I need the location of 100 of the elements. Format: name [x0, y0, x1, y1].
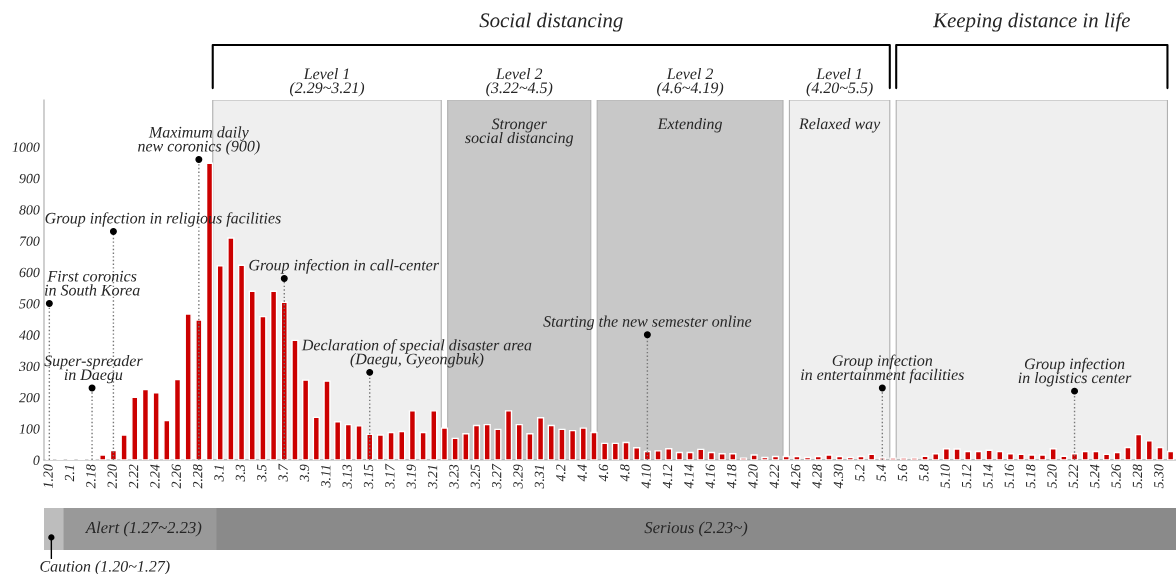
- annotation: Group infection in logistics center: [1018, 357, 1132, 387]
- bar: [1102, 453, 1111, 460]
- y-tick-label: 0: [33, 455, 40, 465]
- y-tick-label: 200: [19, 392, 40, 403]
- x-tick-label: 3.19: [406, 464, 416, 489]
- bar: [932, 453, 940, 460]
- bar: [665, 448, 673, 460]
- y-tick-label: 100: [19, 424, 40, 434]
- annotation: Super-spreader in Daegu: [44, 354, 143, 384]
- x-tick-label: 3.21: [427, 465, 438, 489]
- annotation: Stronger social distancing: [465, 118, 574, 147]
- band-label: Level 1 (2.29~3.21): [289, 67, 365, 97]
- bar: [996, 450, 1004, 460]
- band-label: Level 2 (3.22~4.5): [486, 67, 553, 97]
- x-tick-label: 3.31: [534, 465, 545, 489]
- x-tick-label: 3.3: [235, 464, 246, 482]
- bar: [259, 315, 267, 460]
- x-tick-label: 3.23: [449, 464, 459, 489]
- bar: [1060, 455, 1068, 460]
- x-tick-label: 3.29: [513, 464, 523, 489]
- bar: [526, 433, 534, 460]
- bar: [707, 451, 716, 460]
- bar: [771, 455, 780, 460]
- x-tick-label: 2.18: [86, 464, 96, 489]
- x-tick-label: 5.22: [1068, 464, 1079, 489]
- bar: [173, 378, 182, 460]
- x-tick-label: 4.2: [556, 464, 566, 482]
- x-tick-label: 4.22: [769, 464, 780, 489]
- bar: [729, 453, 737, 460]
- bar: [141, 388, 150, 460]
- bar: [718, 453, 726, 460]
- y-tick-label: 300: [18, 361, 40, 372]
- bar: [120, 434, 128, 460]
- bar: [515, 423, 523, 460]
- bar: [686, 451, 694, 460]
- x-tick-label: 4.28: [812, 464, 822, 489]
- bar: [312, 416, 320, 460]
- bar: [483, 423, 491, 460]
- x-tick-label: 3.17: [385, 463, 395, 489]
- x-tick-label: 3.1: [214, 465, 224, 482]
- y-tick-label: 400: [19, 330, 40, 340]
- text: Alert (1.27~2.23): [84, 521, 202, 537]
- x-tick-label: 5.10: [940, 464, 950, 489]
- bar: [109, 449, 118, 460]
- bar: [1134, 433, 1143, 460]
- bar: [494, 428, 502, 460]
- bar: [558, 428, 566, 460]
- bar: [750, 454, 758, 460]
- x-tick-label: 3.15: [363, 464, 374, 489]
- x-tick-label: 4.14: [684, 464, 694, 489]
- x-tick-label: 4.16: [705, 464, 715, 489]
- y-tick-label: 600: [19, 267, 40, 278]
- bar: [472, 424, 481, 460]
- band-label: Level 2 (4.6~4.19): [657, 67, 724, 97]
- bar: [237, 264, 246, 460]
- x-tick-label: 5.20: [1047, 464, 1057, 489]
- bar: [611, 442, 619, 460]
- x-tick-label: 1.20: [43, 464, 53, 488]
- x-tick-label: 3.9: [299, 464, 310, 482]
- bar: [547, 424, 555, 460]
- bar: [601, 442, 609, 460]
- bar: [323, 380, 331, 460]
- x-tick-label: 2.1: [64, 465, 75, 482]
- text: Keeping distance in life: [932, 12, 1131, 32]
- y-tick-label: 800: [19, 205, 40, 215]
- x-tick-label: 5.30: [1154, 464, 1164, 489]
- x-tick-label: 2.22: [128, 464, 139, 489]
- x-tick-label: 3.7: [278, 463, 288, 482]
- x-tick-label: 4.30: [833, 464, 844, 489]
- bar: [622, 441, 630, 460]
- bar: [590, 431, 598, 460]
- bar: [366, 433, 374, 460]
- bar: [291, 339, 299, 460]
- bar: [814, 455, 822, 460]
- bar: [355, 425, 363, 460]
- bar: [280, 301, 288, 460]
- x-tick-label: 2.20: [107, 464, 117, 489]
- annotation: Declaration of special disaster area (Daegu, Gyeongbuk): [301, 339, 532, 368]
- y-tick-label: 500: [19, 299, 40, 309]
- text: Serious (2.23~): [644, 521, 748, 537]
- bar: [440, 427, 449, 460]
- bar: [868, 453, 876, 460]
- bar: [1038, 454, 1047, 460]
- x-tick-label: 2.28: [192, 464, 203, 489]
- bar: [654, 450, 662, 460]
- bar: [985, 449, 993, 460]
- bar: [408, 410, 417, 460]
- bar: [248, 290, 256, 460]
- bar: [942, 448, 951, 460]
- y-tick-label: 700: [19, 236, 40, 246]
- bar: [803, 456, 812, 460]
- bar: [1017, 453, 1025, 460]
- x-tick-label: 4.4: [577, 464, 587, 482]
- band-label: Level 1 (4.20~5.5): [806, 67, 873, 97]
- x-tick-label: 2.26: [171, 464, 182, 489]
- bar: [643, 450, 652, 460]
- x-tick-label: 4.8: [620, 464, 630, 482]
- x-tick-label: 5.28: [1132, 464, 1143, 489]
- bar: [1028, 454, 1036, 460]
- x-tick-label: 5.18: [1025, 464, 1036, 489]
